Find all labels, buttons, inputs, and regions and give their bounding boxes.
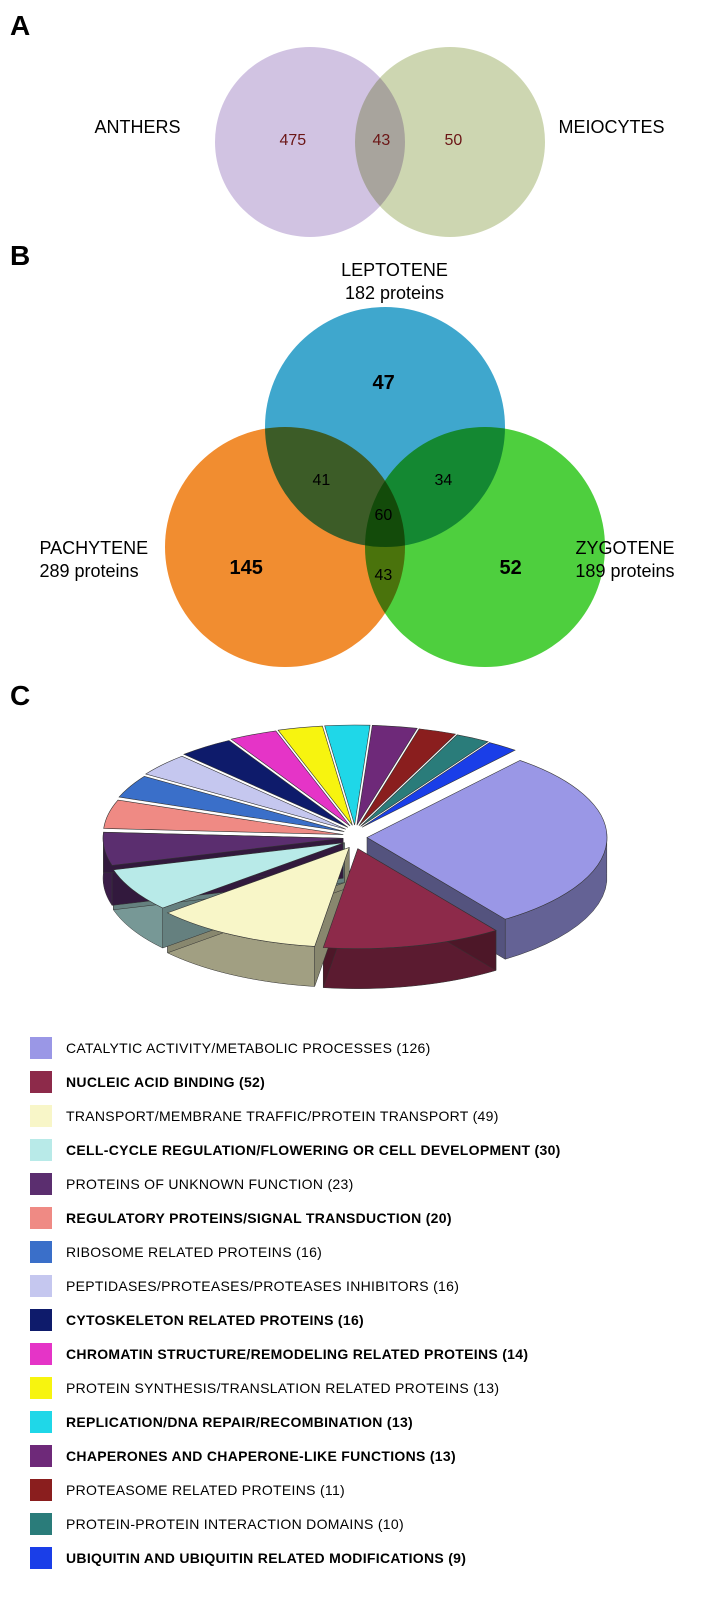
legend-text: REPLICATION/DNA REPAIR/RECOMBINATION (13…: [66, 1414, 413, 1430]
legend-item: CHROMATIN STRUCTURE/REMODELING RELATED P…: [30, 1343, 679, 1365]
venn-b-value-right: 52: [500, 557, 522, 580]
legend-item: PROTEINS OF UNKNOWN FUNCTION (23): [30, 1173, 679, 1195]
legend-swatch: [30, 1377, 52, 1399]
venn-b-label-zygotene-count: 189 proteins: [535, 560, 675, 583]
legend-item: UBIQUITIN AND UBIQUITIN RELATED MODIFICA…: [30, 1547, 679, 1569]
legend-swatch: [30, 1479, 52, 1501]
legend-swatch: [30, 1275, 52, 1297]
legend-item: TRANSPORT/MEMBRANE TRAFFIC/PROTEIN TRANS…: [30, 1105, 679, 1127]
pie-chart-3d: [75, 717, 635, 997]
legend-item: CYTOSKELETON RELATED PROTEINS (16): [30, 1309, 679, 1331]
legend-swatch: [30, 1547, 52, 1569]
legend-text: CHAPERONES AND CHAPERONE-LIKE FUNCTIONS …: [66, 1448, 456, 1464]
legend-text: RIBOSOME RELATED PROTEINS (16): [66, 1244, 322, 1260]
panel-a: A ANTHERS MEIOCYTES 475 43 50: [10, 10, 699, 230]
venn-diagram-b: LEPTOTENE 182 proteins PACHYTENE 289 pro…: [95, 277, 615, 677]
legend-text: NUCLEIC ACID BINDING (52): [66, 1074, 265, 1090]
legend-text: PEPTIDASES/PROTEASES/PROTEASES INHIBITOR…: [66, 1278, 459, 1294]
venn-b-label-leptotene-name: LEPTOTENE: [341, 260, 448, 280]
legend-swatch: [30, 1309, 52, 1331]
venn-b-value-top: 47: [373, 372, 395, 395]
legend-text: PROTEINS OF UNKNOWN FUNCTION (23): [66, 1176, 354, 1192]
pie-legend: CATALYTIC ACTIVITY/METABOLIC PROCESSES (…: [10, 1027, 699, 1591]
venn-a-label-anthers: ANTHERS: [95, 117, 181, 138]
venn-b-value-topright: 34: [435, 472, 453, 490]
legend-item: PEPTIDASES/PROTEASES/PROTEASES INHIBITOR…: [30, 1275, 679, 1297]
legend-swatch: [30, 1241, 52, 1263]
venn-a-value-right: 50: [445, 132, 463, 150]
legend-swatch: [30, 1411, 52, 1433]
venn-b-label-zygotene-name: ZYGOTENE: [575, 538, 674, 558]
venn-b-value-leftright: 43: [375, 567, 393, 585]
legend-swatch: [30, 1445, 52, 1467]
venn-b-value-left: 145: [230, 557, 263, 580]
legend-text: PROTEIN-PROTEIN INTERACTION DOMAINS (10): [66, 1516, 404, 1532]
legend-swatch: [30, 1105, 52, 1127]
venn-a-value-intersection: 43: [373, 132, 391, 150]
legend-item: PROTEASOME RELATED PROTEINS (11): [30, 1479, 679, 1501]
pie-svg: [75, 717, 635, 997]
venn-a-value-left: 475: [280, 132, 307, 150]
legend-swatch: [30, 1037, 52, 1059]
legend-text: CHROMATIN STRUCTURE/REMODELING RELATED P…: [66, 1346, 528, 1362]
venn-b-label-leptotene: LEPTOTENE 182 proteins: [305, 259, 485, 306]
legend-swatch: [30, 1071, 52, 1093]
legend-text: UBIQUITIN AND UBIQUITIN RELATED MODIFICA…: [66, 1550, 466, 1566]
legend-swatch: [30, 1139, 52, 1161]
legend-item: CHAPERONES AND CHAPERONE-LIKE FUNCTIONS …: [30, 1445, 679, 1467]
legend-item: PROTEIN SYNTHESIS/TRANSLATION RELATED PR…: [30, 1377, 679, 1399]
venn-diagram-a: ANTHERS MEIOCYTES 475 43 50: [95, 47, 615, 247]
legend-item: RIBOSOME RELATED PROTEINS (16): [30, 1241, 679, 1263]
venn-b-label-leptotene-count: 182 proteins: [305, 282, 485, 305]
panel-a-label: A: [10, 10, 699, 42]
legend-text: PROTEIN SYNTHESIS/TRANSLATION RELATED PR…: [66, 1380, 499, 1396]
legend-item: CATALYTIC ACTIVITY/METABOLIC PROCESSES (…: [30, 1037, 679, 1059]
venn-a-label-meiocytes: MEIOCYTES: [558, 117, 664, 138]
legend-item: REGULATORY PROTEINS/SIGNAL TRANSDUCTION …: [30, 1207, 679, 1229]
legend-text: PROTEASOME RELATED PROTEINS (11): [66, 1482, 345, 1498]
legend-item: PROTEIN-PROTEIN INTERACTION DOMAINS (10): [30, 1513, 679, 1535]
legend-text: REGULATORY PROTEINS/SIGNAL TRANSDUCTION …: [66, 1210, 452, 1226]
venn-b-label-zygotene: ZYGOTENE 189 proteins: [535, 537, 675, 584]
legend-item: NUCLEIC ACID BINDING (52): [30, 1071, 679, 1093]
panel-c: C CATALYTIC ACTIVITY/METABOLIC PROCESSES…: [10, 680, 699, 1591]
legend-text: CYTOSKELETON RELATED PROTEINS (16): [66, 1312, 364, 1328]
legend-text: CATALYTIC ACTIVITY/METABOLIC PROCESSES (…: [66, 1040, 431, 1056]
venn-b-value-center: 60: [375, 507, 393, 525]
legend-item: CELL-CYCLE REGULATION/FLOWERING OR CELL …: [30, 1139, 679, 1161]
legend-text: CELL-CYCLE REGULATION/FLOWERING OR CELL …: [66, 1142, 561, 1158]
legend-swatch: [30, 1513, 52, 1535]
legend-item: REPLICATION/DNA REPAIR/RECOMBINATION (13…: [30, 1411, 679, 1433]
venn-b-label-pachytene-name: PACHYTENE: [40, 538, 149, 558]
legend-swatch: [30, 1343, 52, 1365]
panel-c-label: C: [10, 680, 699, 712]
legend-swatch: [30, 1207, 52, 1229]
venn-b-label-pachytene-count: 289 proteins: [40, 560, 180, 583]
venn-b-value-topleft: 41: [313, 472, 331, 490]
legend-swatch: [30, 1173, 52, 1195]
legend-text: TRANSPORT/MEMBRANE TRAFFIC/PROTEIN TRANS…: [66, 1108, 499, 1124]
venn-b-label-pachytene: PACHYTENE 289 proteins: [40, 537, 180, 584]
panel-b: B LEPTOTENE 182 proteins PACHYTENE 289 p…: [10, 240, 699, 670]
